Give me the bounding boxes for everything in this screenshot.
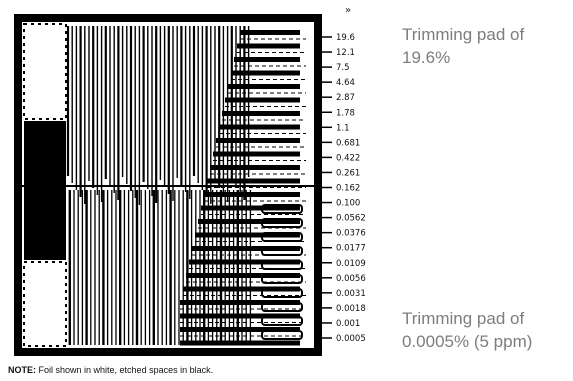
trim-finger xyxy=(210,165,300,170)
trim-finger xyxy=(183,286,300,292)
left-pad-top xyxy=(23,23,67,120)
trim-value-label: 2.87 xyxy=(336,93,355,103)
left-pad-bottom xyxy=(23,261,67,347)
foil-chip-pattern xyxy=(14,14,322,356)
trim-finger xyxy=(222,111,300,116)
trim-finger xyxy=(234,57,300,62)
trim-value-label: 1.1 xyxy=(336,123,350,133)
trim-loop xyxy=(261,302,303,312)
trim-finger xyxy=(204,192,300,197)
trim-finger xyxy=(240,30,300,35)
trim-finger xyxy=(192,246,300,251)
trim-loop xyxy=(261,232,303,242)
trim-finger xyxy=(213,151,300,157)
trim-finger xyxy=(225,97,300,103)
trim-finger xyxy=(186,273,300,278)
trim-finger xyxy=(180,340,300,346)
trim-finger xyxy=(189,259,300,265)
trim-finger xyxy=(198,219,300,224)
callout-bottom-line1: Trimming pad of xyxy=(402,309,525,328)
trim-value-label: 1.78 xyxy=(336,108,355,118)
callout-top-line1: Trimming pad of xyxy=(402,25,525,44)
trim-value-label: 0.0177 xyxy=(336,244,366,254)
trim-value-label: 0.0562 xyxy=(336,214,366,224)
note-text: Foil shown in white, etched spaces in bl… xyxy=(38,365,214,375)
trim-loop xyxy=(261,330,303,340)
trim-value-label: 0.0018 xyxy=(336,304,366,314)
trim-finger xyxy=(195,232,300,238)
trim-value-label: 0.001 xyxy=(336,319,360,329)
footnote: NOTE: Foil shown in white, etched spaces… xyxy=(8,365,213,375)
trim-value-label: 4.64 xyxy=(336,78,355,88)
trim-value-label: 0.681 xyxy=(336,138,360,148)
trim-value-label: 0.0056 xyxy=(336,274,366,284)
trim-value-label: 0.162 xyxy=(336,184,360,194)
trim-value-label: 0.0005 xyxy=(336,334,366,344)
left-etched-zone xyxy=(24,121,66,260)
trim-finger xyxy=(216,138,300,143)
note-label: NOTE: xyxy=(8,365,36,375)
trim-value-label: 12.1 xyxy=(336,48,355,58)
trim-finger xyxy=(237,43,300,49)
trim-loop xyxy=(261,204,303,214)
callout-top-line2: 19.6% xyxy=(402,48,451,67)
trim-loop xyxy=(261,316,303,326)
trim-loop xyxy=(261,260,303,270)
callout-top-trimming-pad: Trimming pad of 19.6% xyxy=(402,23,524,69)
trim-finger xyxy=(219,124,300,130)
trim-value-label: 0.100 xyxy=(336,199,360,209)
trim-finger xyxy=(207,178,300,184)
trim-value-label: 7.5 xyxy=(336,63,350,73)
trim-finger xyxy=(180,300,300,305)
trim-finger xyxy=(201,205,300,211)
trim-value-label: 0.0376 xyxy=(336,229,366,239)
callout-bottom-line2: 0.0005% (5 ppm) xyxy=(402,332,533,351)
callout-bottom-trimming-pad: Trimming pad of 0.0005% (5 ppm) xyxy=(402,307,532,353)
trim-value-label: 0.261 xyxy=(336,168,360,178)
trim-finger xyxy=(180,327,300,332)
trim-value-label: 0.0031 xyxy=(336,289,366,299)
trim-value-label: 0.0109 xyxy=(336,259,366,269)
trim-loop xyxy=(261,218,303,228)
trim-value-label: 0.422 xyxy=(336,153,360,163)
trim-finger xyxy=(180,313,300,319)
trim-value-label: 19.6 xyxy=(336,33,355,43)
trim-value-labels: 19.6 12.1 7.5 4.64 2.87 1.78 1.1 0.681 0.422 0.26… xyxy=(318,33,366,344)
trim-finger xyxy=(231,70,300,76)
trim-finger xyxy=(228,84,300,89)
trim-loop xyxy=(261,288,303,298)
trim-loop xyxy=(261,246,303,256)
top-marker: » xyxy=(345,5,351,16)
trim-loop xyxy=(261,274,303,284)
